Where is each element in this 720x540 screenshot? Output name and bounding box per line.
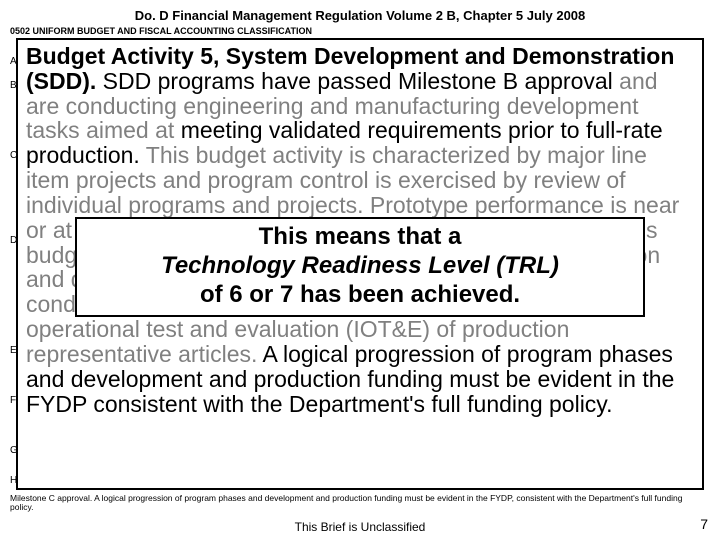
footer-classification: This Brief is Unclassified — [0, 520, 720, 534]
doc-header: Do. D Financial Management Regulation Vo… — [0, 8, 720, 23]
callout-line2: Technology Readiness Level (TRL) — [161, 252, 559, 279]
doc-subheader: 0502 UNIFORM BUDGET AND FISCAL ACCOUNTIN… — [10, 26, 312, 36]
footnote: Milestone C approval. A logical progress… — [10, 494, 690, 513]
callout-text: This means that a Technology Readiness L… — [81, 223, 639, 309]
page-number: 7 — [700, 516, 708, 532]
callout-line1: This means that a — [259, 223, 462, 250]
callout-line3: of 6 or 7 has been achieved. — [200, 281, 520, 308]
callout-box: This means that a Technology Readiness L… — [75, 217, 645, 317]
